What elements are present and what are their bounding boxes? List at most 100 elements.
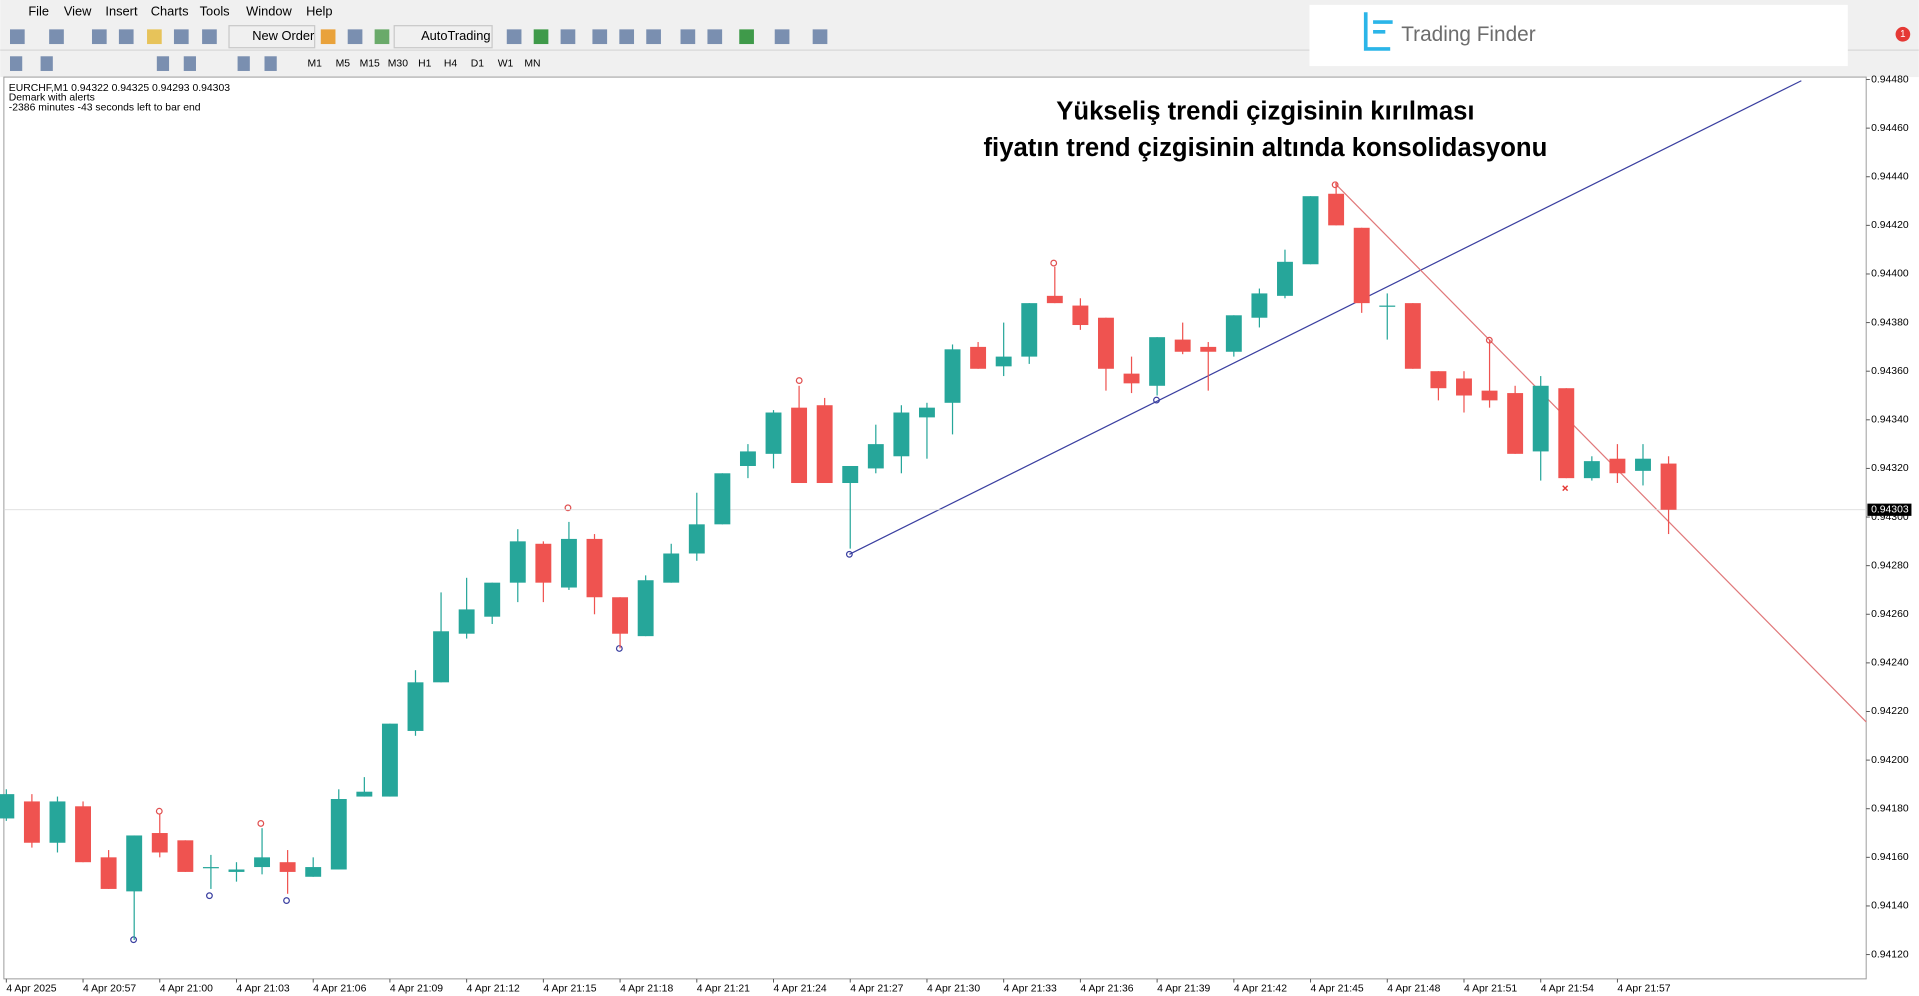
- candle-body: [586, 538, 603, 598]
- candle-body: [893, 412, 910, 457]
- timeframe-button[interactable]: M5: [336, 58, 351, 69]
- candle-body: [944, 349, 961, 403]
- icon[interactable]: [118, 29, 134, 45]
- candle-body: [1200, 346, 1217, 352]
- timeframe-button[interactable]: M30: [388, 58, 408, 69]
- candle-body: [1532, 385, 1549, 452]
- candle-body: [1507, 393, 1524, 454]
- icon[interactable]: [646, 29, 661, 45]
- candle-body: [509, 541, 526, 583]
- candle-body: [842, 465, 859, 484]
- icon[interactable]: [147, 29, 162, 45]
- icon[interactable]: [374, 29, 390, 45]
- candle-body: [305, 867, 322, 877]
- new-order-label[interactable]: New Order: [252, 28, 315, 43]
- candle-body: [1123, 373, 1140, 384]
- fractal-marker: [795, 377, 803, 384]
- y-tick-label: 0.94260: [1871, 609, 1909, 620]
- candle-body: [407, 682, 424, 731]
- icon[interactable]: [812, 29, 828, 45]
- y-tick-label: 0.94420: [1871, 220, 1909, 231]
- x-tick-label: 4 Apr 21:33: [1004, 983, 1057, 994]
- icon[interactable]: [739, 29, 754, 45]
- candle-body: [100, 857, 117, 889]
- icon[interactable]: [49, 29, 64, 45]
- icon[interactable]: [506, 29, 522, 45]
- candle-body: [75, 806, 91, 863]
- menu-item[interactable]: Help: [306, 4, 332, 19]
- timeframe-button[interactable]: H4: [444, 58, 458, 69]
- candle-body: [1609, 458, 1626, 474]
- fractal-markers: [130, 181, 1493, 944]
- autotrading-label[interactable]: AutoTrading: [421, 28, 490, 43]
- menu-item[interactable]: Insert: [105, 4, 138, 19]
- new-order-button[interactable]: [228, 25, 316, 49]
- icon[interactable]: [560, 29, 576, 45]
- menu-item[interactable]: View: [64, 4, 92, 19]
- icon[interactable]: [9, 56, 23, 71]
- candle-body: [1072, 305, 1089, 326]
- icon[interactable]: [173, 29, 189, 45]
- logo-icon: [1363, 12, 1393, 51]
- fractal-marker: [615, 645, 623, 652]
- candle-body: [202, 867, 219, 869]
- timeframe-button[interactable]: MN: [524, 58, 540, 69]
- menu-item[interactable]: Tools: [200, 4, 230, 19]
- x-tick-label: 4 Apr 21:45: [1311, 983, 1364, 994]
- icon[interactable]: [680, 29, 696, 45]
- menu-item[interactable]: Charts: [151, 4, 189, 19]
- fractal-marker: [1050, 259, 1058, 267]
- menu-item[interactable]: Window: [246, 4, 292, 19]
- last-price-box: [1867, 503, 1912, 516]
- y-tick-label: 0.94160: [1871, 852, 1909, 863]
- x-tick-label: 4 Apr 21:15: [543, 983, 596, 994]
- icon[interactable]: [91, 29, 107, 45]
- y-tick-label: 0.94200: [1871, 755, 1909, 766]
- icon[interactable]: [533, 29, 549, 45]
- plot-area: [3, 76, 1867, 980]
- y-tick-label: 0.94280: [1871, 560, 1909, 571]
- timeframe-button[interactable]: H1: [418, 58, 432, 69]
- icon[interactable]: [183, 56, 196, 71]
- fractal-marker: [257, 820, 265, 827]
- candle-body: [1174, 339, 1191, 352]
- y-tick-label: 0.94460: [1871, 123, 1909, 134]
- y-tick-label: 0.94240: [1871, 658, 1909, 669]
- autotrading-button[interactable]: [393, 25, 493, 49]
- candles: [0, 181, 1867, 940]
- x-tick-label: 4 Apr 21:21: [697, 983, 750, 994]
- candle-body: [1481, 390, 1498, 401]
- x-tick-label: 4 Apr 2025: [6, 983, 56, 994]
- icon[interactable]: [619, 29, 635, 45]
- timeframe-button[interactable]: M1: [307, 58, 322, 69]
- fractal-marker: [1331, 181, 1339, 189]
- candle-body: [560, 538, 577, 588]
- icon[interactable]: [9, 29, 25, 45]
- icon[interactable]: [347, 29, 363, 45]
- timeframe-button[interactable]: W1: [498, 58, 514, 69]
- timeframe-button[interactable]: D1: [471, 58, 485, 69]
- menu-item[interactable]: File: [28, 4, 49, 19]
- icon[interactable]: [774, 29, 790, 45]
- x-tick-label: 4 Apr 21:03: [236, 983, 289, 994]
- icon[interactable]: [40, 56, 53, 71]
- y-tick-label: 0.94140: [1871, 901, 1909, 912]
- notification-badge[interactable]: [1895, 26, 1911, 42]
- candle-body: [458, 609, 475, 634]
- fractal-marker: [845, 550, 853, 558]
- timeframe-button[interactable]: M15: [360, 58, 380, 69]
- candle-body: [535, 543, 552, 583]
- icon[interactable]: [320, 29, 336, 45]
- indicator-name: Demark with alerts: [9, 93, 95, 104]
- candle-body: [279, 862, 296, 872]
- candle-body: [1328, 193, 1345, 226]
- icon[interactable]: [237, 56, 250, 71]
- candle-body: [1149, 337, 1166, 386]
- icon[interactable]: [264, 56, 277, 71]
- icon[interactable]: [592, 29, 608, 45]
- icon[interactable]: [202, 29, 217, 45]
- icon[interactable]: [707, 29, 723, 45]
- bar-timer: -2386 minutes -43 seconds left to bar en…: [9, 102, 201, 113]
- candle-body: [637, 580, 654, 637]
- icon[interactable]: [156, 56, 170, 71]
